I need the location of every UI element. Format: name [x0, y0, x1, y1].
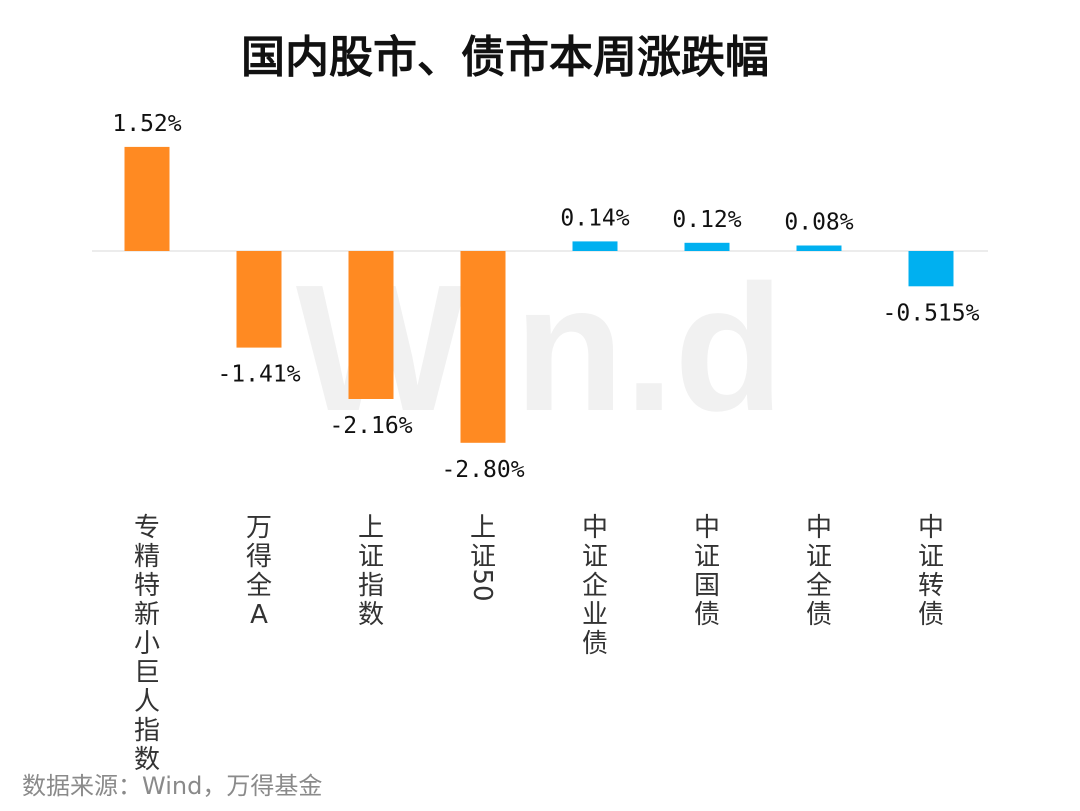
category-label-text-1: 专精特新小巨人指数 — [134, 513, 160, 775]
category-label-text-4: 上证 — [470, 513, 496, 572]
bar-2 — [236, 251, 282, 348]
value-label-3: -2.16% — [329, 413, 412, 439]
category-label-text-6: 中证国债 — [694, 513, 720, 630]
category-label-1: 专精特新小巨人指数 — [134, 513, 160, 775]
bar-3 — [348, 251, 394, 399]
bars-layer — [124, 146, 954, 443]
category-label-text-7: 中证全债 — [806, 513, 832, 630]
category-label-text-5: 中证企业债 — [582, 513, 608, 659]
value-label-4: -2.80% — [441, 457, 524, 483]
value-label-1: 1.52% — [112, 111, 181, 137]
value-label-5: 0.14% — [560, 205, 629, 231]
chart-title: 国内股市、债市本周涨跌幅 — [241, 32, 769, 83]
bar-1 — [124, 146, 170, 251]
bar-4 — [460, 251, 506, 443]
value-label-7: 0.08% — [784, 210, 853, 236]
category-label-3: 上证指数 — [358, 513, 384, 630]
value-label-6: 0.12% — [672, 207, 741, 233]
value-labels-layer: 1.52% -1.41% -2.16% -2.80% 0.14% 0.12% 0.08% -0… — [112, 111, 979, 483]
bar-7 — [796, 245, 842, 251]
category-label-text-8: 中证转债 — [918, 513, 944, 630]
value-label-8: -0.515% — [883, 300, 980, 326]
value-label-2: -1.41% — [217, 362, 300, 388]
bar-6 — [684, 242, 730, 251]
bar-5 — [572, 241, 618, 251]
bar-8 — [908, 251, 954, 287]
category-label-rotated-4: 50 — [467, 568, 497, 601]
category-label-text-2: 万得全 A — [246, 513, 272, 630]
category-label-2: 万得全 A — [246, 513, 272, 630]
category-label-6: 中证国债 — [694, 513, 720, 630]
category-label-7: 中证全债 — [806, 513, 832, 630]
category-label-text-3: 上证指数 — [358, 513, 384, 630]
source-note: 数据来源：Wind，万得基金 — [22, 772, 322, 800]
category-label-8: 中证转债 — [918, 513, 944, 630]
category-label-5: 中证企业债 — [582, 513, 608, 659]
